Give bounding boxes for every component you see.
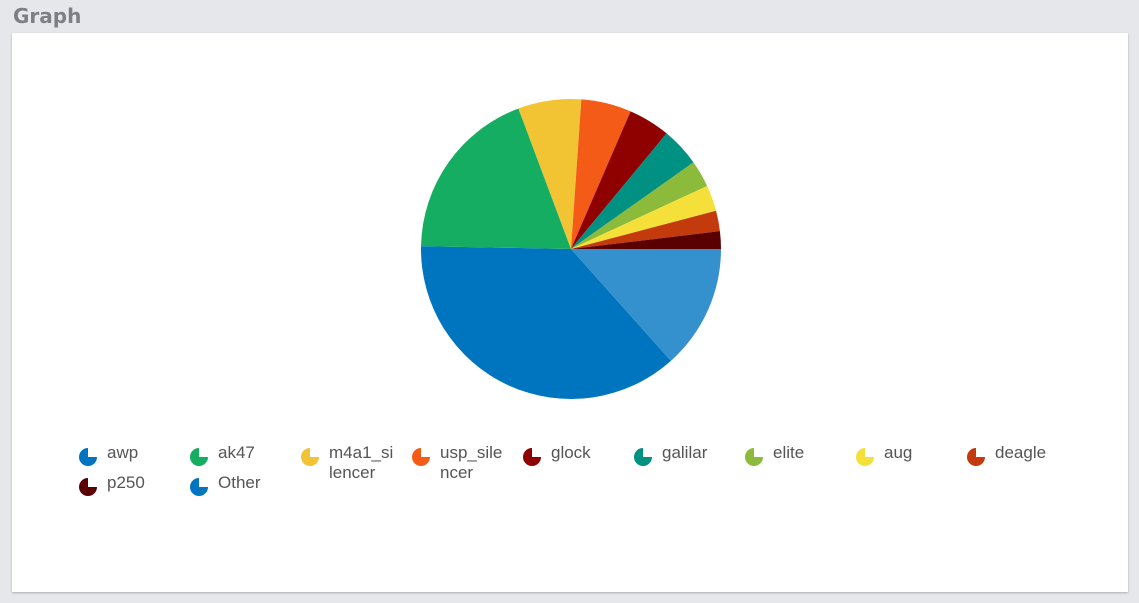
pie-legend-icon xyxy=(856,448,874,466)
legend-label: elite xyxy=(773,443,805,462)
legend-item-awp[interactable]: awp xyxy=(78,443,189,473)
legend-row: p250 Other xyxy=(78,473,1078,503)
pie-legend-icon xyxy=(190,448,208,466)
pie-legend-icon xyxy=(79,448,97,466)
legend-item-deagle[interactable]: deagle xyxy=(966,443,1077,473)
pie-slice-p250[interactable] xyxy=(571,231,721,249)
pie-slice-elite[interactable] xyxy=(571,162,708,249)
chart-panel: awp ak47 m4a1_silencer usp_silencer glock gal… xyxy=(12,33,1128,592)
chart-legend: awp ak47 m4a1_silencer usp_silencer glock gal… xyxy=(78,443,1078,503)
legend-item-elite[interactable]: elite xyxy=(744,443,855,473)
legend-item-galilar[interactable]: galilar xyxy=(633,443,744,473)
pie-legend-icon xyxy=(967,448,985,466)
pie-slice-glock[interactable] xyxy=(571,111,667,249)
pie-slice-awp[interactable] xyxy=(421,246,671,400)
pie-legend-icon xyxy=(412,448,430,466)
pie-legend-icon xyxy=(523,448,541,466)
legend-label: galilar xyxy=(662,443,708,462)
legend-label: p250 xyxy=(107,473,145,492)
legend-label: Other xyxy=(218,473,261,492)
pie-slice-other[interactable] xyxy=(571,249,721,361)
pie-legend-icon xyxy=(190,478,208,496)
legend-label: usp_silencer xyxy=(440,443,503,482)
pie-slice-ak47[interactable] xyxy=(421,108,571,249)
pie-legend-icon xyxy=(745,448,763,466)
pie-slice-galilar[interactable] xyxy=(571,133,694,249)
legend-label: m4a1_silencer xyxy=(329,443,394,482)
legend-label: glock xyxy=(551,443,591,462)
panel-title: Graph xyxy=(13,4,82,28)
legend-item-other[interactable]: Other xyxy=(189,473,300,503)
legend-label: aug xyxy=(884,443,913,462)
pie-slice-m4a1-silencer[interactable] xyxy=(518,99,582,250)
legend-label: awp xyxy=(107,443,139,462)
pie-slice-usp-silencer[interactable] xyxy=(571,99,631,249)
legend-item-ak47[interactable]: ak47 xyxy=(189,443,300,473)
legend-item-aug[interactable]: aug xyxy=(855,443,966,473)
legend-label: ak47 xyxy=(218,443,255,462)
pie-chart[interactable] xyxy=(12,33,1128,433)
legend-label: deagle xyxy=(995,443,1047,462)
legend-item-glock[interactable]: glock xyxy=(522,443,633,473)
pie-slice-deagle[interactable] xyxy=(571,210,720,249)
pie-legend-icon xyxy=(301,448,319,466)
pie-legend-icon xyxy=(79,478,97,496)
legend-item-usp-silencer[interactable]: usp_silencer xyxy=(411,443,522,482)
legend-item-m4a1-silencer[interactable]: m4a1_silencer xyxy=(300,443,411,482)
legend-item-p250[interactable]: p250 xyxy=(78,473,189,503)
pie-legend-icon xyxy=(634,448,652,466)
pie-slice-aug[interactable] xyxy=(571,185,717,249)
legend-row: awp ak47 m4a1_silencer usp_silencer glock gal… xyxy=(78,443,1078,482)
